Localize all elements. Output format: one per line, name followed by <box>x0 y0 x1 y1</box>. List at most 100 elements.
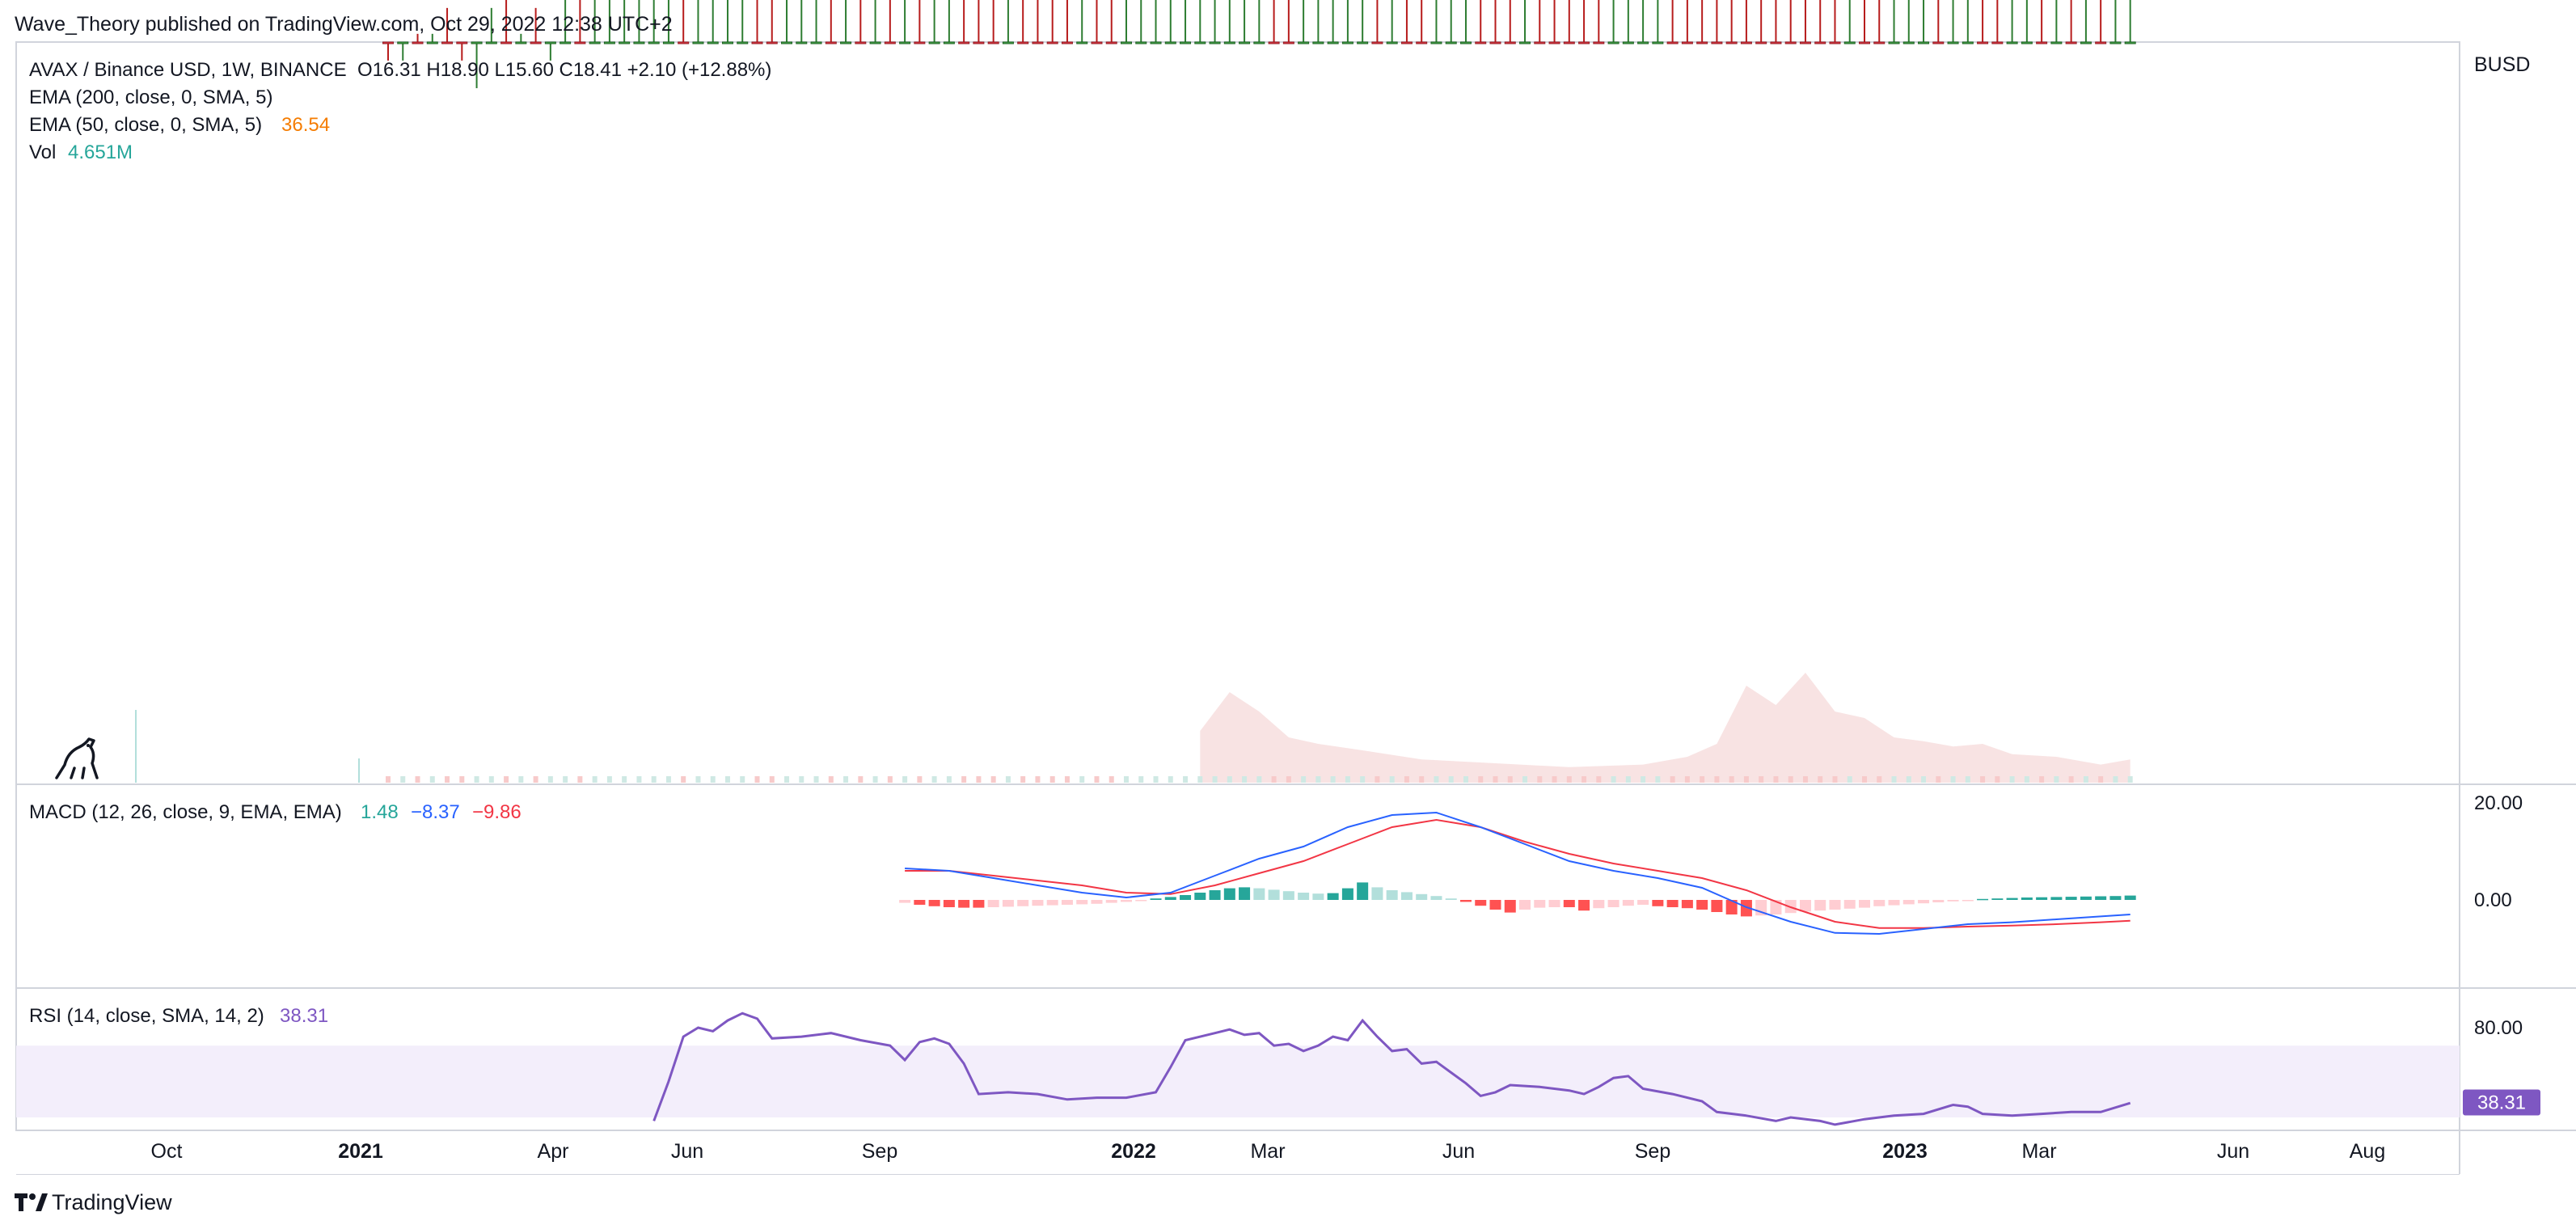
candle-body <box>574 41 586 44</box>
macd-hist-bar <box>1504 900 1516 913</box>
macd-hist-bar <box>1977 898 1989 901</box>
macd-hist-bar <box>1239 887 1251 900</box>
macd-hist-bar <box>2095 896 2107 900</box>
ema200-legend[interactable]: EMA (200, close, 0, SMA, 5) <box>29 87 272 108</box>
candle-body <box>1164 41 1176 44</box>
candle-body <box>781 41 793 44</box>
candle-body <box>1977 41 1989 44</box>
macd-hist-bar <box>1430 896 1442 900</box>
macd-y-tick-label: 20.00 <box>2474 792 2523 814</box>
macd-hist-bar <box>1859 900 1870 908</box>
candle-body <box>1371 41 1383 44</box>
macd-hist-bar <box>1578 900 1590 911</box>
macd-hist-bar <box>1534 900 1546 908</box>
candle-body <box>2095 41 2107 44</box>
candle-body <box>1180 41 1192 44</box>
candle-body <box>412 41 424 44</box>
macd-hist-bar <box>1194 893 1206 900</box>
macd-legend-signal: −9.86 <box>472 801 522 823</box>
candle-body <box>1032 41 1044 44</box>
macd-hist-bar <box>1017 900 1029 906</box>
macd-legend-hist: 1.48 <box>361 801 399 823</box>
volume-shape <box>1200 673 2130 783</box>
candle-body <box>1578 41 1590 44</box>
candle-body <box>2036 41 2048 44</box>
macd-hist-bar <box>1032 900 1044 906</box>
candle-body <box>397 41 409 44</box>
rsi-legend-value: 38.31 <box>280 1005 328 1027</box>
rsi-badge: 38.31 <box>2477 1092 2526 1114</box>
candles <box>382 0 2136 89</box>
macd-hist-bar <box>1947 900 1959 902</box>
candle-body <box>1445 41 1457 44</box>
vol-legend[interactable]: Vol <box>29 141 56 163</box>
candle-body <box>456 41 468 44</box>
macd-hist-bar <box>1918 900 1930 904</box>
macd-hist-bar <box>1091 900 1103 904</box>
candle-body <box>825 41 837 44</box>
macd-hist-bar <box>1696 900 1708 910</box>
candle-body <box>1046 41 1058 44</box>
candle-body <box>619 41 631 44</box>
candle-body <box>560 41 572 44</box>
candle-body <box>1002 41 1014 44</box>
macd-hist-bar <box>1164 897 1176 900</box>
macd-hist-bar <box>958 900 970 908</box>
publisher-text: Wave_Theory published on TradingView.com… <box>15 13 673 36</box>
candle-body <box>1327 41 1339 44</box>
vol-legend-value: 4.651M <box>68 141 133 163</box>
candle-body <box>1135 41 1147 44</box>
candle-body <box>1268 41 1280 44</box>
macd-hist-bar <box>899 900 911 903</box>
macd-hist-bar <box>1312 893 1324 900</box>
macd-hist-bar <box>1386 890 1398 900</box>
candle-body <box>1489 41 1501 44</box>
rsi-line <box>652 1011 2131 1126</box>
candle-body <box>1341 41 1353 44</box>
macd-hist-bar <box>1711 900 1723 912</box>
macd-hist-bar <box>1814 900 1826 911</box>
rsi-pane <box>16 1011 2460 1126</box>
macd-hist-bar <box>1341 888 1353 900</box>
x-tick-label: Sep <box>1635 1140 1670 1163</box>
macd-hist-bar <box>1327 893 1339 900</box>
candle-body <box>1725 41 1738 44</box>
candle-body <box>1991 41 2004 44</box>
candle-body <box>1223 41 1235 44</box>
candle-body <box>1784 41 1797 44</box>
macd-line <box>905 811 2130 935</box>
x-tick-label: Jun <box>1442 1140 1475 1163</box>
macd-hist-bar <box>1268 889 1280 900</box>
candle-body <box>1859 41 1870 44</box>
candle-body <box>1194 41 1206 44</box>
macd-legend[interactable]: MACD (12, 26, close, 9, EMA, EMA) <box>29 801 342 823</box>
ema50-legend[interactable]: EMA (50, close, 0, SMA, 5) <box>29 114 262 136</box>
candle-body <box>678 41 690 44</box>
candle-body <box>1459 41 1472 44</box>
macd-hist-bar <box>1740 900 1752 917</box>
macd-hist-bar <box>987 900 999 907</box>
dino-logo-icon <box>55 737 99 779</box>
macd-hist-bar <box>1829 900 1841 910</box>
candle-body <box>855 41 867 44</box>
macd-hist-bar <box>1061 900 1073 905</box>
tradingview-logo-icon <box>15 1193 48 1211</box>
macd-hist-bar <box>1253 888 1265 900</box>
symbol-title[interactable]: AVAX / Binance USD, 1W, BINANCE <box>29 59 347 81</box>
candle-body <box>2006 41 2018 44</box>
candle-body <box>1622 41 1634 44</box>
macd-hist-bar <box>1932 900 1945 902</box>
candle-body <box>1400 41 1413 44</box>
macd-hist-bar <box>1991 898 2004 900</box>
candle-body <box>426 41 438 44</box>
rsi-legend[interactable]: RSI (14, close, SMA, 14, 2) <box>29 1005 264 1027</box>
macd-hist-bar <box>1902 900 1915 905</box>
candle-body <box>751 41 763 44</box>
candle-body <box>1253 41 1265 44</box>
candle-body <box>1711 41 1723 44</box>
candle-body <box>796 41 808 44</box>
candle-body <box>648 41 660 44</box>
footer-brand[interactable]: TradingView <box>52 1190 172 1214</box>
candle-body <box>1386 41 1398 44</box>
